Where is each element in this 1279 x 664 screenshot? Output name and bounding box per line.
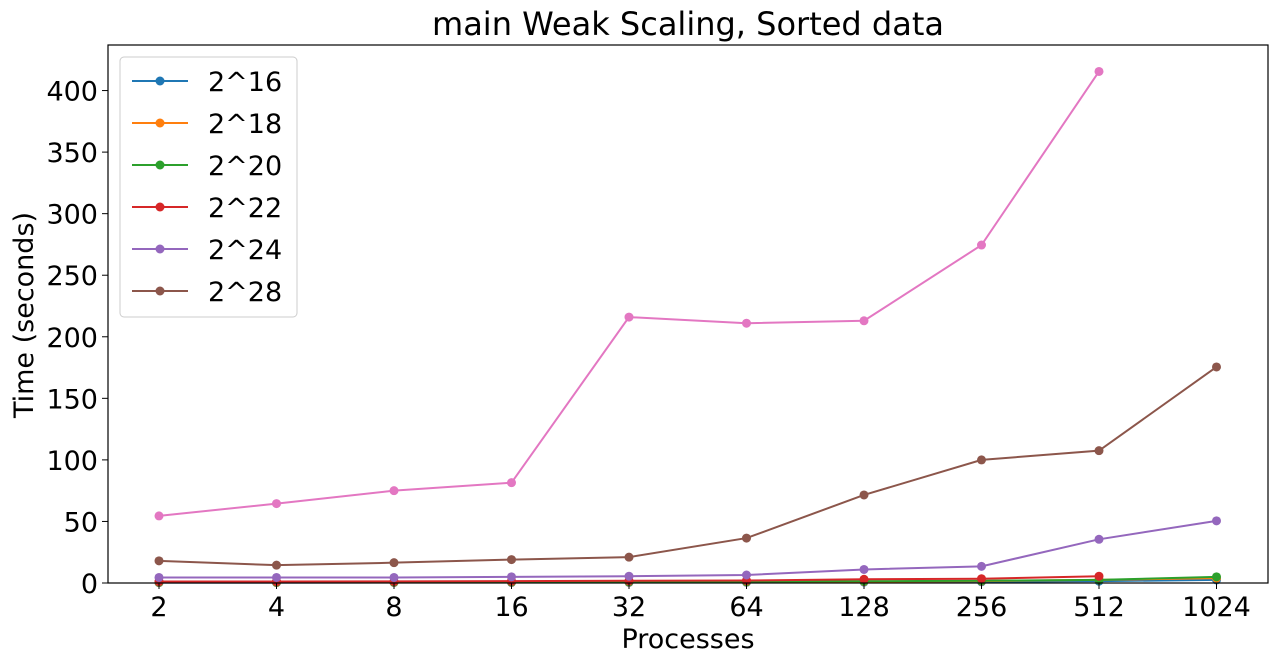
- data-point: [1212, 572, 1221, 582]
- legend-entry: 2^16: [132, 67, 282, 98]
- legend: 2^16 2^18 2^20 2^22 2^24 2^28: [119, 56, 298, 318]
- series-layer: [154, 66, 1221, 588]
- data-point: [742, 533, 751, 543]
- data-point: [624, 312, 634, 322]
- legend-marker: [155, 244, 165, 254]
- series-2: [154, 572, 1221, 587]
- legend-entry: 2^22: [132, 193, 282, 224]
- data-point: [272, 499, 281, 509]
- y-tick-label: 250: [46, 261, 98, 292]
- data-point: [859, 564, 869, 574]
- data-point: [859, 316, 869, 326]
- y-axis-label: Time (seconds): [9, 212, 40, 419]
- y-tick-label: 350: [46, 138, 98, 169]
- plot-frame: [107, 44, 1269, 584]
- legend-marker: [155, 76, 165, 86]
- x-tick-label: 512: [1073, 592, 1125, 623]
- data-point: [389, 558, 399, 568]
- legend-entry: 2^24: [132, 235, 282, 266]
- data-point: [1094, 446, 1104, 456]
- x-tick-label: 1024: [1182, 592, 1251, 623]
- legend-label: 2^24: [208, 235, 282, 266]
- x-tick-label: 2: [150, 592, 167, 623]
- legend-marker: [155, 118, 165, 128]
- legend-marker: [155, 286, 165, 296]
- data-point: [859, 574, 869, 584]
- legend-label: 2^16: [208, 67, 282, 98]
- y-tick-label: 0: [81, 569, 98, 600]
- data-point: [1212, 516, 1221, 526]
- data-point: [507, 478, 516, 488]
- data-point: [742, 318, 751, 328]
- series-line: [159, 519, 1217, 579]
- y-tick-label: 150: [46, 384, 98, 415]
- y-tick-label: 50: [64, 507, 98, 538]
- data-point: [272, 572, 281, 582]
- x-tick-label: 256: [956, 592, 1008, 623]
- data-point: [977, 574, 986, 584]
- data-point: [742, 570, 751, 580]
- data-point: [154, 556, 164, 566]
- data-point: [154, 572, 164, 582]
- chart-title: main Weak Scaling, Sorted data: [432, 5, 944, 43]
- data-point: [977, 455, 986, 465]
- x-tick-label: 8: [385, 592, 402, 623]
- data-point: [507, 555, 516, 565]
- axes-layer: 2 4 8 16 32 64 128 256 512 1024 0 50 100 150 200 250 300…: [46, 44, 1269, 623]
- legend-entry: 2^28: [132, 277, 282, 308]
- x-tick-label: 4: [268, 592, 285, 623]
- legend-label: 2^20: [208, 151, 282, 182]
- data-point: [1094, 534, 1104, 544]
- data-point: [1212, 362, 1221, 372]
- data-point: [1094, 571, 1104, 581]
- x-axis-label: Processes: [621, 624, 754, 655]
- data-point: [389, 486, 399, 496]
- data-point: [507, 572, 516, 582]
- data-point: [859, 490, 869, 500]
- legend-entry: 2^20: [132, 151, 282, 182]
- x-tick-label: 32: [612, 592, 646, 623]
- data-point: [624, 552, 634, 562]
- series-line: [158, 366, 1218, 567]
- y-tick-label: 100: [46, 446, 98, 477]
- legend-label: 2^18: [208, 109, 282, 140]
- y-tick-label: 300: [46, 200, 98, 231]
- legend-label: 2^28: [208, 277, 282, 308]
- data-point: [624, 571, 634, 581]
- series-4: [154, 516, 1221, 582]
- legend-marker: [155, 160, 165, 170]
- legend-entry: 2^18: [132, 109, 282, 140]
- legend-marker: [155, 202, 165, 212]
- x-tick-label: 16: [494, 592, 528, 623]
- series-5: [154, 362, 1221, 570]
- data-point: [389, 572, 399, 582]
- x-tick-label: 64: [729, 592, 763, 623]
- x-tick-label: 128: [838, 592, 890, 623]
- data-point: [272, 560, 281, 570]
- series-line: [158, 70, 1100, 517]
- legend-label: 2^22: [208, 193, 282, 224]
- y-tick-label: 400: [46, 77, 98, 108]
- series-6: [154, 66, 1104, 521]
- data-point: [977, 561, 986, 571]
- data-point: [977, 240, 986, 250]
- y-tick-label: 200: [46, 323, 98, 354]
- data-point: [154, 511, 164, 521]
- data-point: [1094, 66, 1104, 76]
